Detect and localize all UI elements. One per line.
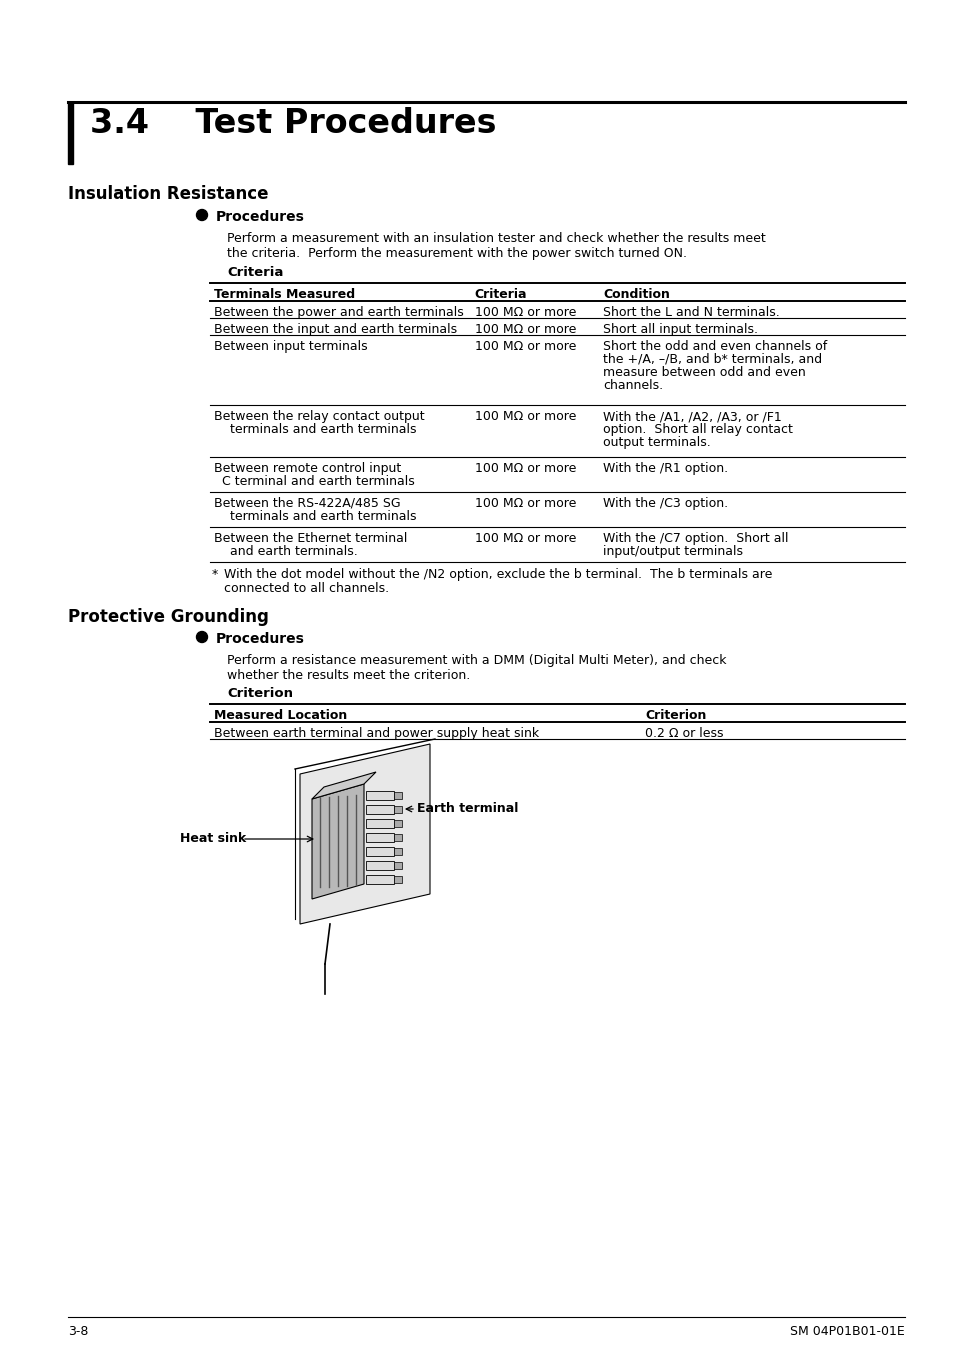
Text: whether the results meet the criterion.: whether the results meet the criterion.: [227, 669, 470, 682]
Text: the criteria.  Perform the measurement with the power switch turned ON.: the criteria. Perform the measurement wi…: [227, 247, 686, 259]
Text: With the /R1 option.: With the /R1 option.: [602, 462, 727, 476]
Text: Criteria: Criteria: [227, 266, 283, 280]
Text: the +/A, –/B, and b* terminals, and: the +/A, –/B, and b* terminals, and: [602, 353, 821, 366]
Polygon shape: [312, 771, 375, 798]
Text: 100 MΩ or more: 100 MΩ or more: [475, 323, 576, 336]
Text: C terminal and earth terminals: C terminal and earth terminals: [213, 476, 415, 488]
Text: Between the relay contact output: Between the relay contact output: [213, 409, 424, 423]
Text: Protective Grounding: Protective Grounding: [68, 608, 269, 626]
Text: input/output terminals: input/output terminals: [602, 544, 742, 558]
Circle shape: [196, 209, 208, 220]
Text: Short the L and N terminals.: Short the L and N terminals.: [602, 305, 780, 319]
Text: With the /A1, /A2, /A3, or /F1: With the /A1, /A2, /A3, or /F1: [602, 409, 781, 423]
FancyBboxPatch shape: [394, 820, 401, 827]
FancyBboxPatch shape: [366, 861, 394, 870]
FancyBboxPatch shape: [366, 805, 394, 815]
Text: output terminals.: output terminals.: [602, 436, 710, 449]
Text: 100 MΩ or more: 100 MΩ or more: [475, 462, 576, 476]
Text: Terminals Measured: Terminals Measured: [213, 288, 355, 301]
Polygon shape: [312, 784, 364, 898]
Text: 100 MΩ or more: 100 MΩ or more: [475, 409, 576, 423]
Text: option.  Short all relay contact: option. Short all relay contact: [602, 423, 792, 436]
Text: Short the odd and even channels of: Short the odd and even channels of: [602, 340, 826, 353]
Text: *: *: [212, 567, 218, 581]
Text: Measured Location: Measured Location: [213, 709, 347, 721]
Text: terminals and earth terminals: terminals and earth terminals: [213, 423, 416, 436]
FancyBboxPatch shape: [366, 819, 394, 828]
FancyBboxPatch shape: [366, 834, 394, 842]
Text: Between the input and earth terminals: Between the input and earth terminals: [213, 323, 456, 336]
Text: Criteria: Criteria: [475, 288, 527, 301]
Text: Between remote control input: Between remote control input: [213, 462, 401, 476]
Text: Heat sink: Heat sink: [180, 832, 246, 846]
Text: Short all input terminals.: Short all input terminals.: [602, 323, 758, 336]
FancyBboxPatch shape: [394, 848, 401, 855]
Text: 100 MΩ or more: 100 MΩ or more: [475, 532, 576, 544]
Text: Criterion: Criterion: [227, 688, 293, 700]
Text: Perform a measurement with an insulation tester and check whether the results me: Perform a measurement with an insulation…: [227, 232, 765, 245]
FancyBboxPatch shape: [394, 807, 401, 813]
Text: With the /C3 option.: With the /C3 option.: [602, 497, 727, 509]
Text: 3-8: 3-8: [68, 1325, 89, 1337]
Text: Condition: Condition: [602, 288, 669, 301]
Text: Procedures: Procedures: [215, 209, 305, 224]
Text: 0.2 Ω or less: 0.2 Ω or less: [644, 727, 722, 740]
Text: Between earth terminal and power supply heat sink: Between earth terminal and power supply …: [213, 727, 538, 740]
Text: 3.4    Test Procedures: 3.4 Test Procedures: [90, 107, 496, 141]
Text: With the dot model without the /N2 option, exclude the b terminal.  The b termin: With the dot model without the /N2 optio…: [224, 567, 772, 581]
FancyBboxPatch shape: [366, 875, 394, 884]
FancyBboxPatch shape: [394, 792, 401, 798]
Text: Between the Ethernet terminal: Between the Ethernet terminal: [213, 532, 407, 544]
Circle shape: [196, 631, 208, 643]
Text: terminals and earth terminals: terminals and earth terminals: [213, 509, 416, 523]
Text: 100 MΩ or more: 100 MΩ or more: [475, 340, 576, 353]
Polygon shape: [299, 744, 430, 924]
Text: Perform a resistance measurement with a DMM (Digital Multi Meter), and check: Perform a resistance measurement with a …: [227, 654, 726, 667]
Text: connected to all channels.: connected to all channels.: [224, 582, 389, 594]
FancyBboxPatch shape: [394, 875, 401, 884]
Text: 100 MΩ or more: 100 MΩ or more: [475, 305, 576, 319]
FancyBboxPatch shape: [366, 790, 394, 800]
Text: Earth terminal: Earth terminal: [416, 802, 517, 816]
Text: measure between odd and even: measure between odd and even: [602, 366, 805, 380]
Text: SM 04P01B01-01E: SM 04P01B01-01E: [789, 1325, 904, 1337]
Text: With the /C7 option.  Short all: With the /C7 option. Short all: [602, 532, 788, 544]
Text: channels.: channels.: [602, 380, 662, 392]
FancyBboxPatch shape: [394, 834, 401, 842]
Text: Between input terminals: Between input terminals: [213, 340, 367, 353]
Text: 100 MΩ or more: 100 MΩ or more: [475, 497, 576, 509]
FancyBboxPatch shape: [394, 862, 401, 869]
FancyBboxPatch shape: [366, 847, 394, 857]
Text: Criterion: Criterion: [644, 709, 705, 721]
Text: Procedures: Procedures: [215, 632, 305, 646]
Text: Between the RS-422A/485 SG: Between the RS-422A/485 SG: [213, 497, 400, 509]
Text: and earth terminals.: and earth terminals.: [213, 544, 357, 558]
Text: Between the power and earth terminals: Between the power and earth terminals: [213, 305, 463, 319]
Text: Insulation Resistance: Insulation Resistance: [68, 185, 268, 203]
Bar: [68, 103, 73, 163]
